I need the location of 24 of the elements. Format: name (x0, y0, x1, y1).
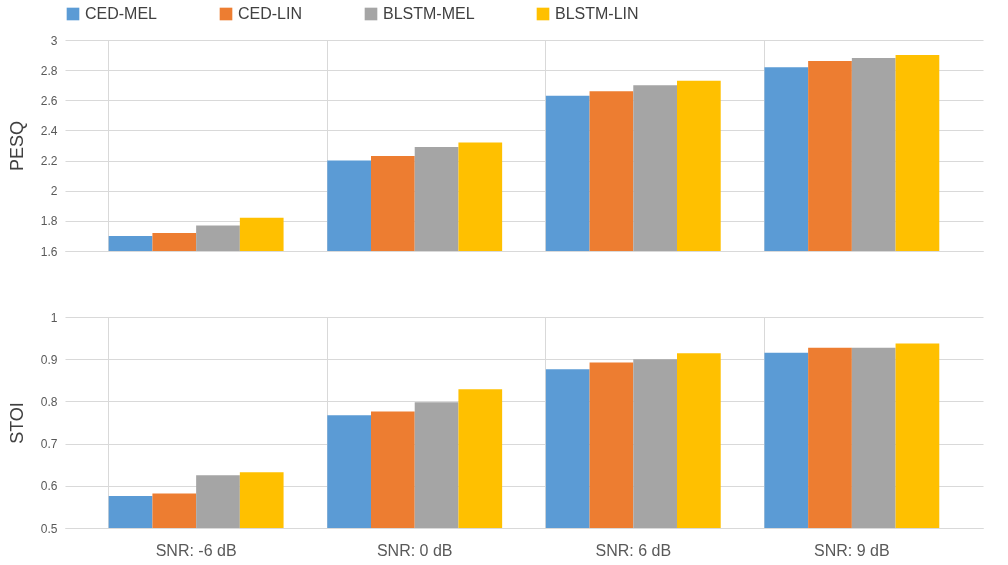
y-axis-title: STOI (6, 402, 27, 444)
y-axis-title: PESQ (6, 120, 27, 172)
y-tick-label: 2.6 (40, 93, 58, 108)
y-tick-label: 0.5 (40, 521, 58, 536)
legend-label: CED-LIN (238, 5, 303, 22)
x-tick-label: SNR: 6 dB (595, 541, 672, 559)
y-tick-label: 1.8 (40, 214, 58, 229)
y-tick-label: 0.8 (40, 394, 58, 409)
y-tick-label: 0.9 (40, 352, 58, 367)
y-tick-label: 2.4 (40, 123, 58, 138)
y-tick-label: 2.8 (40, 63, 58, 78)
legend-label: BLSTM-LIN (555, 5, 639, 22)
y-tick-label: 0.7 (40, 437, 58, 452)
y-tick-label: 0.6 (40, 479, 58, 494)
y-tick-label: 3 (50, 33, 58, 48)
x-tick-label: SNR: 9 dB (814, 541, 890, 559)
legend-label: CED-MEL (85, 5, 158, 22)
x-tick-label: SNR: 0 dB (376, 541, 453, 559)
y-tick-label: 2.2 (40, 154, 58, 169)
y-tick-label: 2 (50, 184, 58, 199)
y-tick-label: 1.6 (40, 244, 58, 259)
y-tick-label: 1 (50, 310, 58, 325)
legend-label: BLSTM-MEL (383, 5, 475, 22)
x-tick-label: SNR: -6 dB (155, 541, 237, 559)
